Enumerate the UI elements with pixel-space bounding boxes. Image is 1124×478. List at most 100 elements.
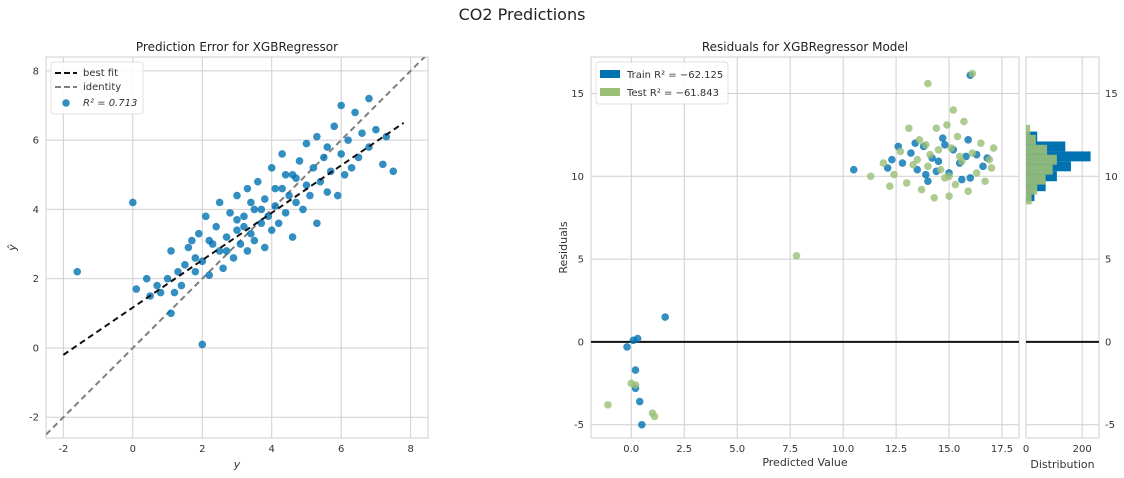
y-tick-label: 0 bbox=[578, 337, 584, 348]
data-point bbox=[285, 191, 293, 200]
y-tick-label: 8 bbox=[33, 66, 39, 77]
test-point bbox=[989, 144, 998, 152]
train-point bbox=[966, 174, 975, 182]
data-point bbox=[233, 226, 241, 234]
test-histogram-bar bbox=[1026, 134, 1036, 145]
y-axis-label: Residuals bbox=[557, 221, 570, 273]
test-point bbox=[987, 164, 996, 172]
test-point bbox=[977, 139, 985, 147]
train-point bbox=[979, 162, 987, 171]
data-point bbox=[260, 195, 269, 203]
y-tick-label: 5 bbox=[578, 255, 584, 266]
data-point bbox=[323, 143, 332, 151]
data-point bbox=[129, 198, 137, 207]
data-point bbox=[254, 177, 262, 186]
data-point bbox=[288, 233, 297, 241]
data-point bbox=[163, 274, 172, 283]
legend-r2-label: R² = 0.713 bbox=[83, 98, 137, 109]
y-tick-label: 4 bbox=[33, 205, 39, 216]
train-point bbox=[907, 149, 915, 157]
prediction-error-plot: -2 0 2 4 6 8 -2 0 2 4 6 8 Prediction Error for XGBRe… bbox=[6, 40, 429, 471]
data-point bbox=[323, 188, 332, 196]
data-point bbox=[313, 132, 321, 141]
data-point bbox=[247, 229, 255, 238]
data-point bbox=[330, 122, 339, 131]
test-histogram bbox=[1026, 124, 1057, 205]
data-point bbox=[257, 219, 266, 228]
x-tick-label: -2 bbox=[58, 444, 68, 455]
data-point bbox=[201, 212, 210, 221]
data-point bbox=[73, 267, 82, 276]
data-point bbox=[226, 209, 234, 217]
data-point bbox=[281, 209, 290, 217]
data-point bbox=[174, 267, 182, 276]
test-point bbox=[936, 165, 945, 174]
legend-r2-swatch bbox=[62, 99, 70, 107]
x-tick-label: 15.0 bbox=[938, 444, 960, 455]
data-point bbox=[240, 212, 248, 221]
test-point bbox=[924, 79, 932, 88]
y-tick-label: 15 bbox=[1105, 89, 1118, 100]
test-point bbox=[985, 155, 994, 164]
test-point bbox=[972, 169, 981, 177]
test-point bbox=[964, 187, 972, 195]
data-point bbox=[229, 254, 238, 262]
test-series bbox=[604, 69, 998, 421]
data-point bbox=[340, 170, 349, 179]
x-tick-label: 0 bbox=[130, 444, 136, 455]
test-histogram-bar bbox=[1026, 184, 1038, 195]
data-point bbox=[316, 177, 325, 186]
x-tick-label: 2 bbox=[199, 444, 205, 455]
data-point bbox=[195, 229, 203, 238]
data-point bbox=[132, 285, 141, 293]
residual-distribution-plot: 0 200 -5 0 5 10 15 Distribution bbox=[1023, 56, 1118, 471]
data-point bbox=[167, 247, 175, 255]
data-point bbox=[337, 150, 345, 158]
train-point bbox=[962, 152, 970, 161]
y-tick-label: 10 bbox=[571, 172, 584, 183]
train-point bbox=[898, 159, 907, 167]
test-point bbox=[932, 124, 941, 133]
x-tick-label: 0 bbox=[1023, 444, 1029, 455]
x-tick-label: 200 bbox=[1073, 444, 1092, 455]
test-point bbox=[885, 182, 894, 191]
train-series bbox=[623, 71, 992, 429]
data-point bbox=[167, 309, 175, 318]
y-tick-label: -5 bbox=[1105, 420, 1115, 431]
test-histogram-bar bbox=[1026, 124, 1031, 135]
data-point bbox=[243, 247, 252, 255]
test-point bbox=[955, 152, 964, 161]
x-tick-label: 8 bbox=[407, 444, 413, 455]
plot-area bbox=[46, 57, 428, 438]
plot-marks bbox=[46, 57, 426, 436]
test-histogram-bar bbox=[1026, 154, 1057, 165]
x-axis-label: y bbox=[233, 458, 241, 471]
x-tick-label: 7.5 bbox=[782, 444, 798, 455]
train-point bbox=[921, 170, 930, 179]
data-point bbox=[379, 160, 387, 169]
test-point bbox=[947, 144, 955, 152]
test-point bbox=[945, 172, 953, 181]
test-point bbox=[879, 159, 888, 167]
data-point bbox=[313, 219, 321, 228]
train-point bbox=[938, 134, 947, 142]
data-point bbox=[153, 281, 161, 290]
y-tick-label: 0 bbox=[1105, 337, 1111, 348]
data-point bbox=[233, 215, 241, 224]
data-point bbox=[344, 136, 352, 144]
plot-area bbox=[591, 57, 1019, 438]
data-point bbox=[351, 108, 359, 117]
test-point bbox=[631, 381, 640, 389]
data-point bbox=[302, 139, 311, 148]
train-point bbox=[635, 397, 644, 406]
legend-train-label: Train R² = −62.125 bbox=[626, 70, 723, 81]
data-point bbox=[181, 261, 189, 269]
plot-area bbox=[1026, 57, 1099, 438]
data-point bbox=[267, 164, 276, 172]
data-point bbox=[215, 247, 224, 255]
data-point bbox=[309, 164, 318, 172]
data-point bbox=[267, 226, 276, 234]
test-point bbox=[960, 117, 968, 126]
test-point bbox=[896, 147, 905, 156]
